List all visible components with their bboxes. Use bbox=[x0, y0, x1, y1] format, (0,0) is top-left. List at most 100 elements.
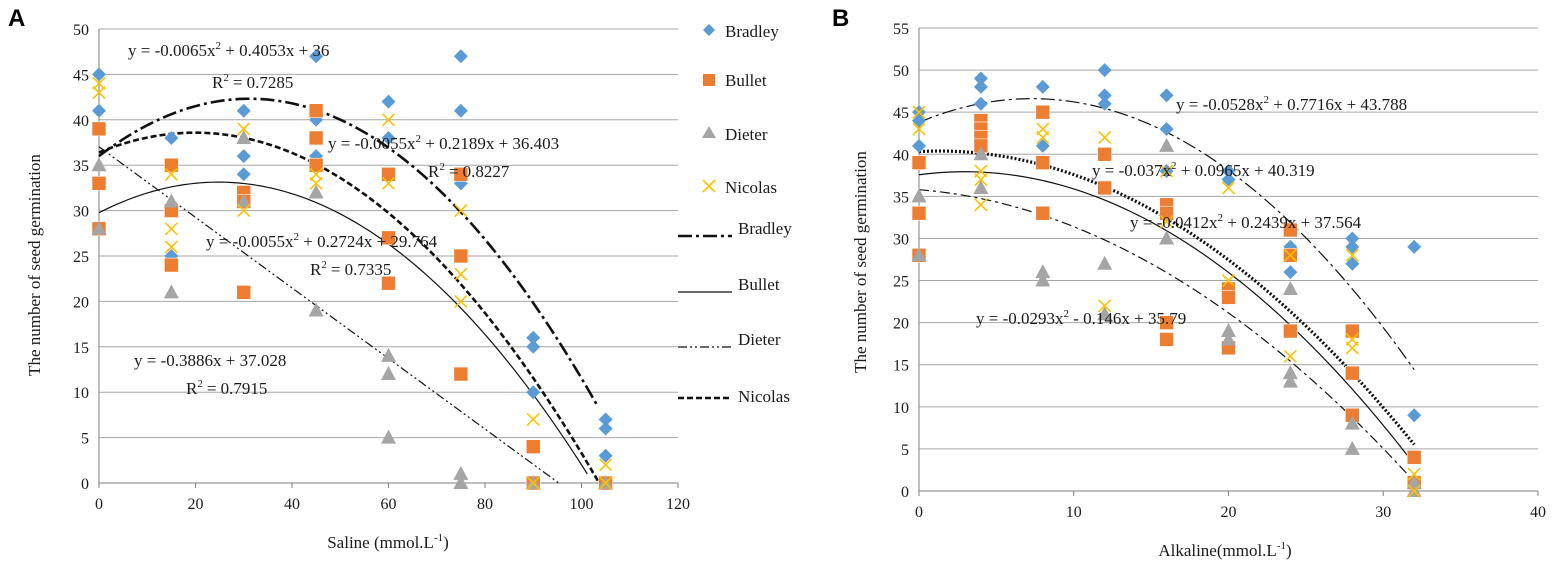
chart-b-point-nicolas bbox=[1098, 130, 1112, 145]
chart-b-point-nicolas bbox=[1098, 299, 1112, 313]
chart-b-point-bradley bbox=[1097, 63, 1112, 78]
chart-a-point-nicolas bbox=[237, 122, 251, 136]
chart-a-trendline-bullet bbox=[98, 181, 588, 475]
chart-b-point-bradley bbox=[1407, 408, 1422, 423]
chart-a-point-bradley bbox=[526, 330, 541, 345]
chart-b-x-tick-label: 30 bbox=[1375, 504, 1391, 521]
chart-a-point-bullet bbox=[381, 166, 396, 182]
equation-b-bradley: y = -0.0528x2 + 0.7716x + 43.788 bbox=[1176, 94, 1407, 114]
legend-marker-nicolas: Nicolas bbox=[702, 178, 777, 197]
r2-a-nicolas: R2 = 0.8227 bbox=[428, 161, 510, 181]
chart-a-point-dieter bbox=[91, 157, 107, 172]
chart-b-point-dieter bbox=[1035, 272, 1051, 287]
chart-b-point-bradley bbox=[1159, 122, 1174, 137]
chart-a-point-bradley bbox=[598, 448, 613, 463]
chart-b-point-nicolas bbox=[1407, 484, 1421, 498]
chart-b-y-tick-label: 45 bbox=[893, 105, 909, 122]
chart-a-point-bradley bbox=[598, 412, 613, 427]
equation-b-dieter: y = -0.0293x2 - 0.146x + 35.79 bbox=[976, 308, 1186, 328]
chart-b-point-bradley bbox=[912, 113, 926, 128]
legend-marker-bradley: Bradley bbox=[703, 22, 779, 41]
chart-b-point-nicolas bbox=[1283, 349, 1297, 363]
chart-b-y-tick-label: 15 bbox=[893, 358, 909, 375]
legend-marker-bullet: Bullet bbox=[703, 71, 767, 90]
chart-a-point-dieter bbox=[236, 129, 252, 144]
chart-b-point-nicolas bbox=[1345, 248, 1359, 262]
chart-a-point-dieter bbox=[163, 193, 179, 208]
chart-b-point-bradley bbox=[1035, 138, 1050, 153]
panel-label-a: A bbox=[8, 5, 25, 32]
chart-a-y-tick-label: 35 bbox=[73, 158, 89, 175]
chart-a-point-bradley bbox=[309, 49, 324, 64]
legend-line-dieter: Dieter bbox=[678, 330, 781, 349]
chart-a-point-nicolas bbox=[92, 85, 106, 100]
legend-label-nicolas: Nicolas bbox=[725, 178, 777, 197]
chart-a-x-tick-label: 100 bbox=[570, 496, 594, 513]
chart-b-point-bradley bbox=[1097, 88, 1112, 103]
chart-a-x-tick-label: 80 bbox=[477, 496, 493, 513]
equation-a-nicolas: y = -0.0055x2 + 0.2189x + 36.403 bbox=[328, 133, 559, 153]
chart-a-y-tick-label: 40 bbox=[73, 113, 89, 130]
chart-a-point-dieter bbox=[91, 220, 107, 235]
chart-b-point-bullet bbox=[911, 205, 927, 221]
chart-b-point-bullet bbox=[1035, 155, 1051, 170]
chart-b-point-bullet bbox=[1035, 205, 1051, 221]
chart-b-x-tick-label: 10 bbox=[1066, 504, 1082, 521]
chart-b-y-tick-label: 55 bbox=[893, 21, 909, 38]
legend-line-label-dieter: Dieter bbox=[738, 330, 781, 349]
chart-b-point-bullet bbox=[1406, 450, 1422, 465]
chart-b-point-nicolas bbox=[1160, 215, 1174, 229]
y-axis-label-b: The number of seed germination bbox=[851, 151, 870, 373]
chart-a-point-nicolas bbox=[164, 167, 178, 181]
chart-b-point-dieter bbox=[1159, 137, 1175, 152]
equation-b-nicolas: y = -0.037x2 + 0.0965x + 40.319 bbox=[1092, 160, 1315, 180]
chart-b-point-bradley bbox=[1345, 256, 1360, 271]
chart-a-point-dieter bbox=[236, 193, 252, 208]
chart-b-point-dieter bbox=[973, 146, 989, 161]
chart-b-point-nicolas bbox=[1407, 467, 1421, 481]
chart-a-point-bradley bbox=[92, 67, 106, 82]
chart-b-point-bullet bbox=[1159, 332, 1174, 347]
chart-b-point-nicolas bbox=[1221, 273, 1236, 288]
chart-a-point-nicolas bbox=[526, 412, 540, 427]
chart-b-point-bullet bbox=[1221, 290, 1236, 305]
chart-a-point-bullet bbox=[308, 103, 324, 119]
chart-a-x-tick-label: 0 bbox=[95, 496, 103, 513]
chart-b-point-nicolas bbox=[1221, 181, 1236, 195]
chart-a-point-nicolas bbox=[381, 113, 396, 127]
chart-a-point-bullet bbox=[308, 130, 324, 146]
chart-b-point-dieter bbox=[1282, 280, 1298, 295]
chart-a-point-bradley bbox=[381, 94, 396, 109]
chart-b-point-dieter bbox=[1097, 306, 1113, 321]
chart-a-y-tick-label: 0 bbox=[81, 476, 89, 493]
chart-b-trendline-nicolas bbox=[918, 149, 1416, 446]
chart-a-y-tick-label: 10 bbox=[73, 385, 89, 402]
chart-b-point-bradley bbox=[1097, 96, 1112, 111]
chart-b-point-bradley bbox=[1159, 88, 1174, 103]
chart-a-point-bullet bbox=[525, 439, 541, 454]
chart-a-x-tick-label: 60 bbox=[381, 496, 397, 513]
chart-a-point-nicolas bbox=[526, 476, 540, 490]
chart-a-point-bradley bbox=[236, 167, 251, 182]
chart-a-point-bullet bbox=[164, 157, 179, 173]
chart-b-point-dieter bbox=[1035, 264, 1051, 279]
chart-b-point-bradley bbox=[973, 71, 988, 86]
chart-b-point-bradley bbox=[973, 96, 988, 111]
chart-a-x-tick-label: 20 bbox=[188, 496, 204, 513]
equation-a-bradley: y = -0.0065x2 + 0.4053x + 36 bbox=[128, 40, 329, 60]
r2-a-bradley: R2 = 0.7285 bbox=[212, 72, 293, 92]
chart-b-x-tick-label: 20 bbox=[1221, 504, 1237, 521]
chart-a-point-bullet bbox=[236, 285, 252, 300]
legend-line-label-nicolas: Nicolas bbox=[738, 387, 790, 406]
chart-a-point-bradley bbox=[92, 103, 106, 118]
chart-a-point-bullet bbox=[91, 121, 107, 137]
chart-b-y-tick-label: 20 bbox=[893, 316, 909, 333]
chart-a-y-tick-label: 30 bbox=[73, 204, 89, 221]
chart-a: A 0 5 10 15 20 25 30 35 40 45 50 0 20 40 60 80 100 120 Th… bbox=[8, 5, 792, 552]
equation-a-bullet: y = -0.0055x2 + 0.2724x + 29.764 bbox=[206, 231, 438, 251]
chart-b-point-bradley bbox=[1221, 164, 1236, 179]
chart-b-y-tick-label: 40 bbox=[893, 147, 909, 164]
chart-b-point-bradley bbox=[912, 138, 926, 153]
chart-b-point-bullet bbox=[1035, 104, 1051, 120]
chart-a-point-dieter bbox=[453, 465, 469, 480]
